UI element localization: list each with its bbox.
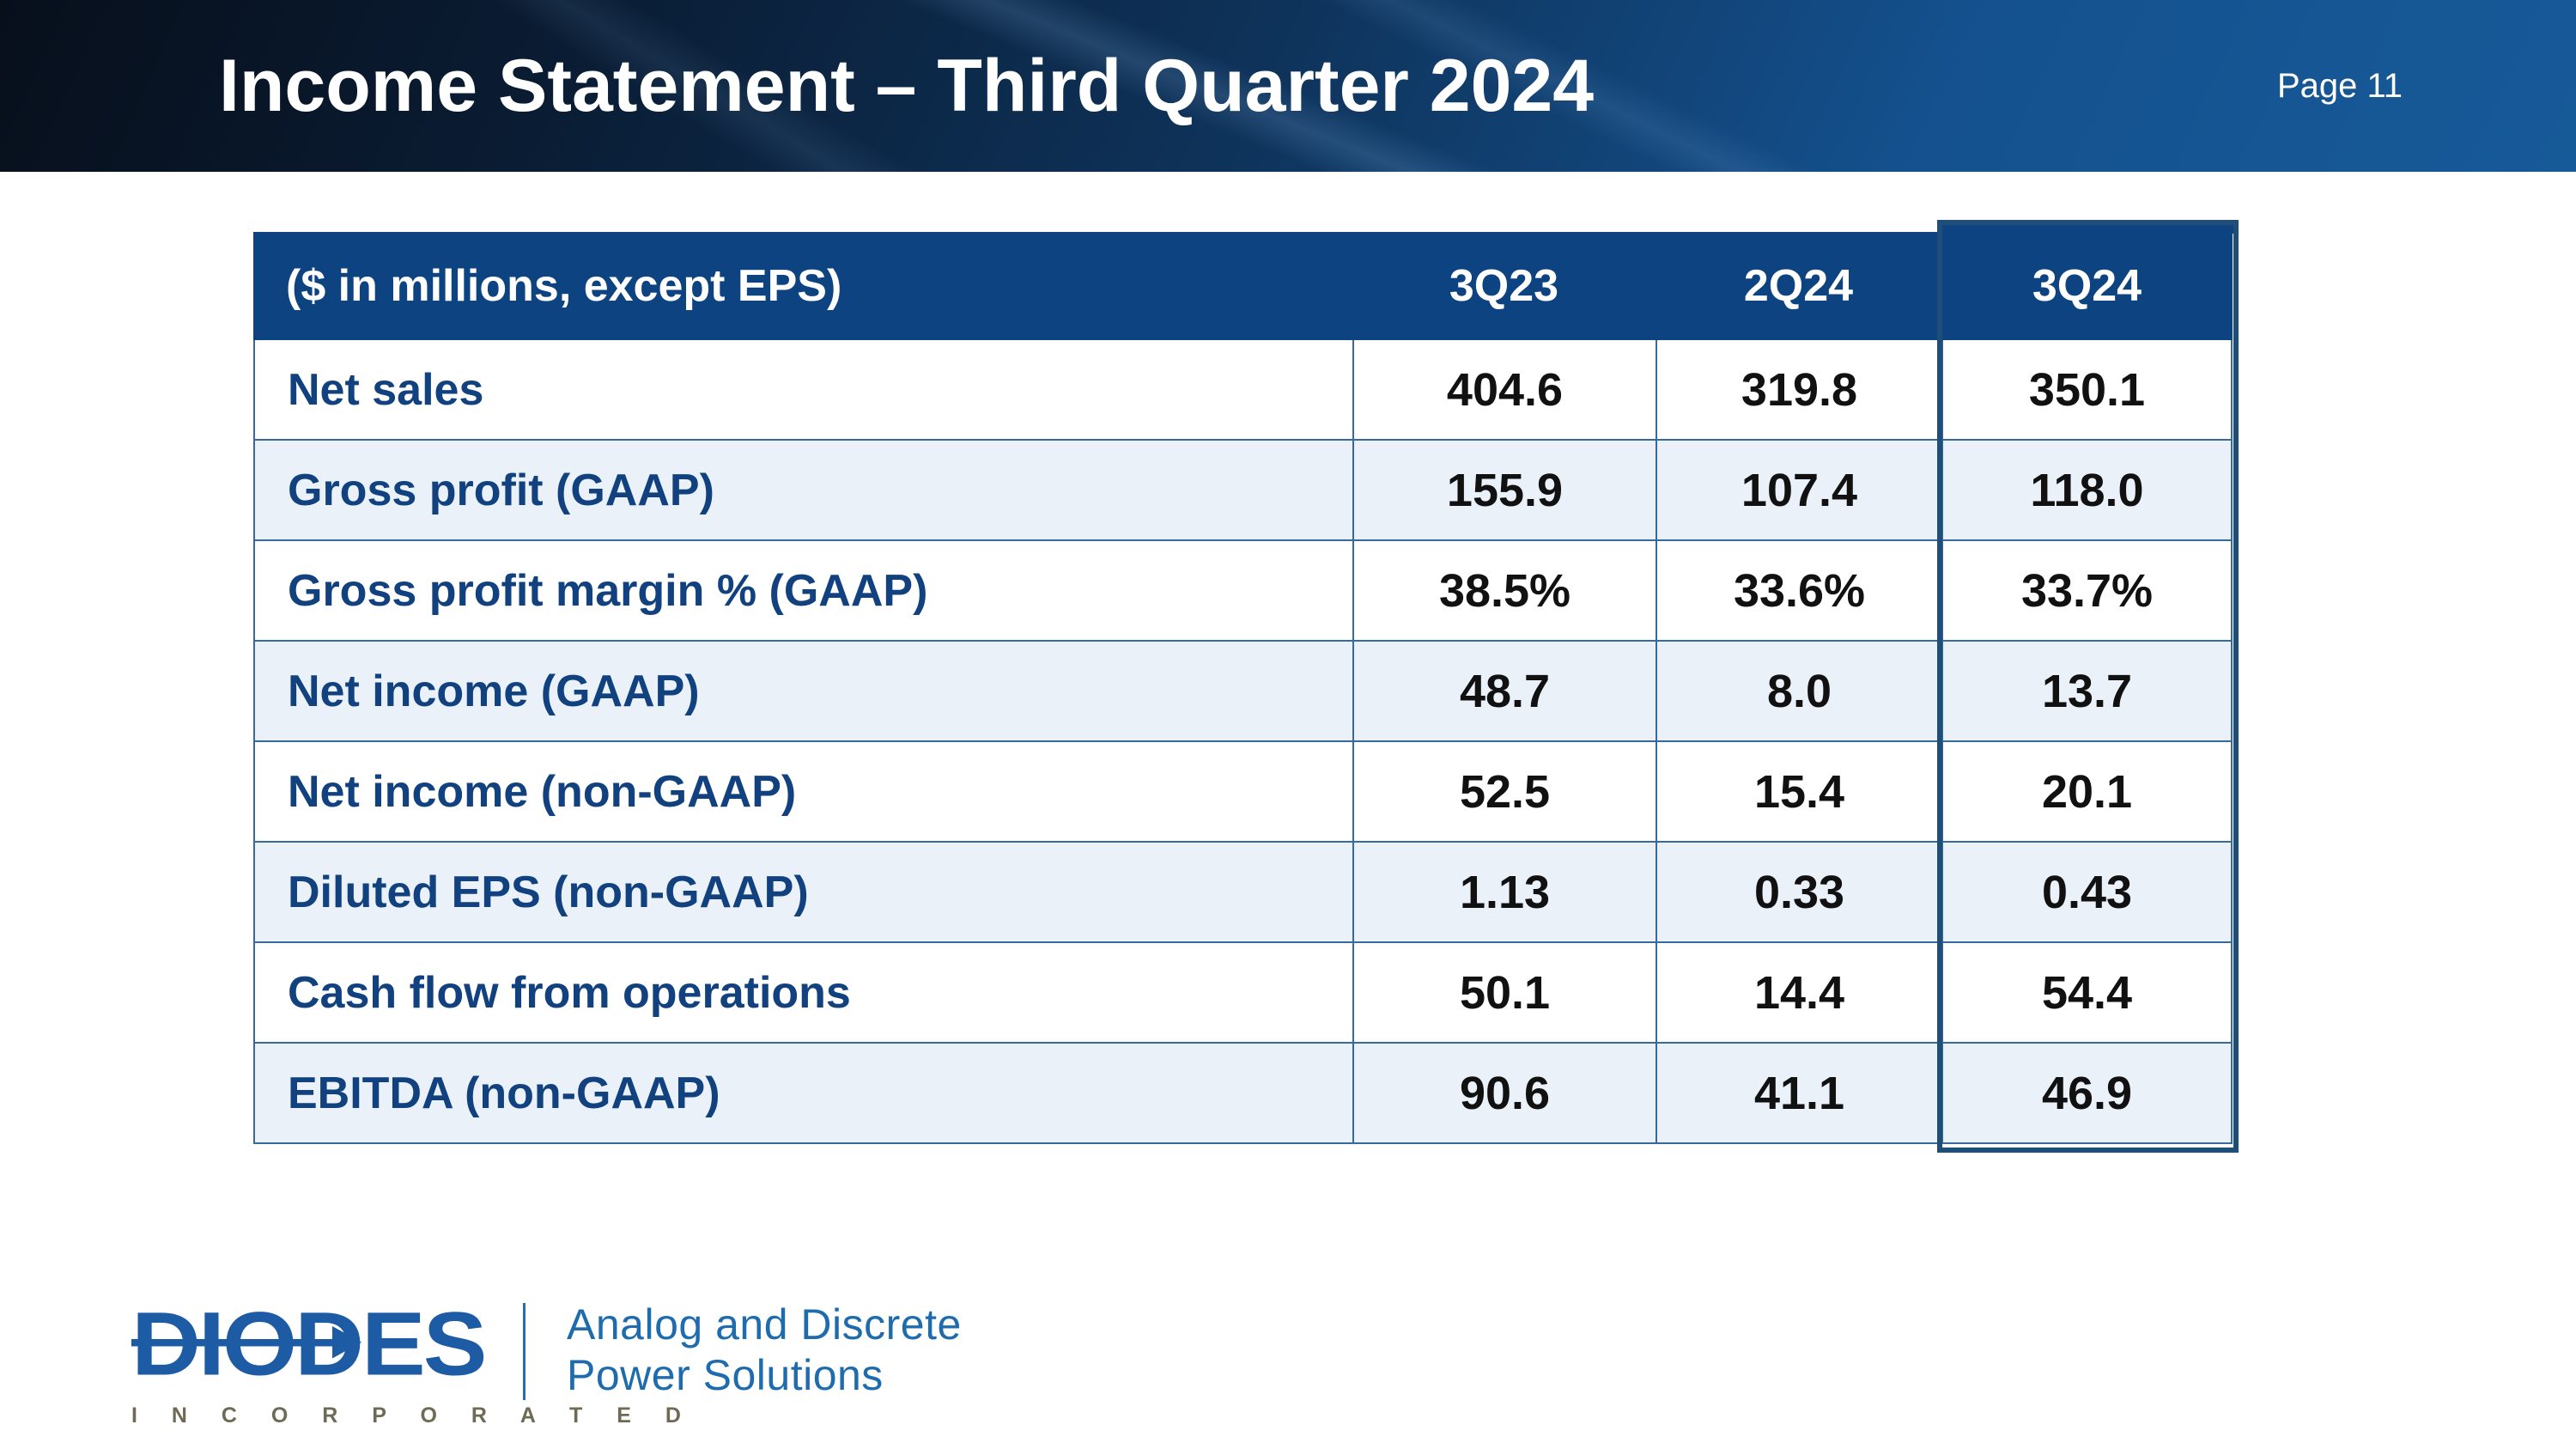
- cell-net-income-non-gaap-3q24: 20.1: [1941, 742, 2233, 843]
- cell-gross-margin-2q24: 33.6%: [1656, 541, 1941, 642]
- row-label-net-income-non-gaap: Net income (non-GAAP): [253, 742, 1352, 843]
- tagline-line-2: Power Solutions: [567, 1351, 884, 1399]
- page-number: Page 11: [2276, 66, 2403, 105]
- cell-net-sales-2q24: 319.8: [1656, 340, 1941, 441]
- row-label-net-sales: Net sales: [253, 340, 1352, 441]
- cell-ebitda-2q24: 41.1: [1656, 1044, 1941, 1144]
- column-header-3q24: 3Q24: [1938, 223, 2236, 340]
- header-banner: Income Statement – Third Quarter 2024 Pa…: [0, 0, 2576, 172]
- cell-ebitda-3q23: 90.6: [1352, 1044, 1656, 1144]
- column-header-2q24: 2Q24: [1656, 232, 1941, 340]
- page-title: Income Statement – Third Quarter 2024: [219, 44, 1595, 127]
- cell-cash-flow-2q24: 14.4: [1656, 943, 1941, 1044]
- cell-diluted-eps-3q23: 1.13: [1352, 843, 1656, 943]
- cell-cash-flow-3q24: 54.4: [1941, 943, 2233, 1044]
- row-label-diluted-eps: Diluted EPS (non-GAAP): [253, 843, 1352, 943]
- cell-diluted-eps-3q24: 0.43: [1941, 843, 2233, 943]
- cell-diluted-eps-2q24: 0.33: [1656, 843, 1941, 943]
- diodes-logo-subtext: I N C O R P O R A T E D: [131, 1403, 696, 1428]
- diodes-logo: DIODES I N C O R P O R A T E D: [131, 1293, 696, 1428]
- cell-gross-margin-3q24: 33.7%: [1941, 541, 2233, 642]
- cell-gross-profit-2q24: 107.4: [1656, 441, 1941, 541]
- diode-arrow-icon: [131, 1325, 361, 1359]
- cell-net-income-non-gaap-3q23: 52.5: [1352, 742, 1656, 843]
- diodes-logo-text: DIODES: [131, 1293, 487, 1394]
- cell-gross-margin-3q23: 38.5%: [1352, 541, 1656, 642]
- cell-net-income-gaap-3q23: 48.7: [1352, 642, 1656, 742]
- cell-net-sales-3q23: 404.6: [1352, 340, 1656, 441]
- row-label-cash-flow: Cash flow from operations: [253, 943, 1352, 1044]
- table-caption: ($ in millions, except EPS): [253, 232, 1352, 340]
- row-label-ebitda: EBITDA (non-GAAP): [253, 1044, 1352, 1144]
- row-label-net-income-gaap: Net income (GAAP): [253, 642, 1352, 742]
- cell-ebitda-3q24: 46.9: [1941, 1044, 2233, 1144]
- cell-gross-profit-3q23: 155.9: [1352, 441, 1656, 541]
- tagline-line-1: Analog and Discrete: [567, 1300, 962, 1349]
- company-tagline: Analog and Discrete Power Solutions: [567, 1300, 962, 1401]
- cell-gross-profit-3q24: 118.0: [1941, 441, 2233, 541]
- row-label-gross-margin: Gross profit margin % (GAAP): [253, 541, 1352, 642]
- cell-net-income-gaap-2q24: 8.0: [1656, 642, 1941, 742]
- cell-cash-flow-3q23: 50.1: [1352, 943, 1656, 1044]
- income-statement-table: ($ in millions, except EPS) 3Q23 2Q24 3Q…: [253, 223, 2236, 1144]
- cell-net-sales-3q24: 350.1: [1941, 340, 2233, 441]
- footer-divider: [523, 1303, 526, 1400]
- cell-net-income-gaap-3q24: 13.7: [1941, 642, 2233, 742]
- cell-net-income-non-gaap-2q24: 15.4: [1656, 742, 1941, 843]
- column-header-3q23: 3Q23: [1352, 232, 1656, 340]
- row-label-gross-profit: Gross profit (GAAP): [253, 441, 1352, 541]
